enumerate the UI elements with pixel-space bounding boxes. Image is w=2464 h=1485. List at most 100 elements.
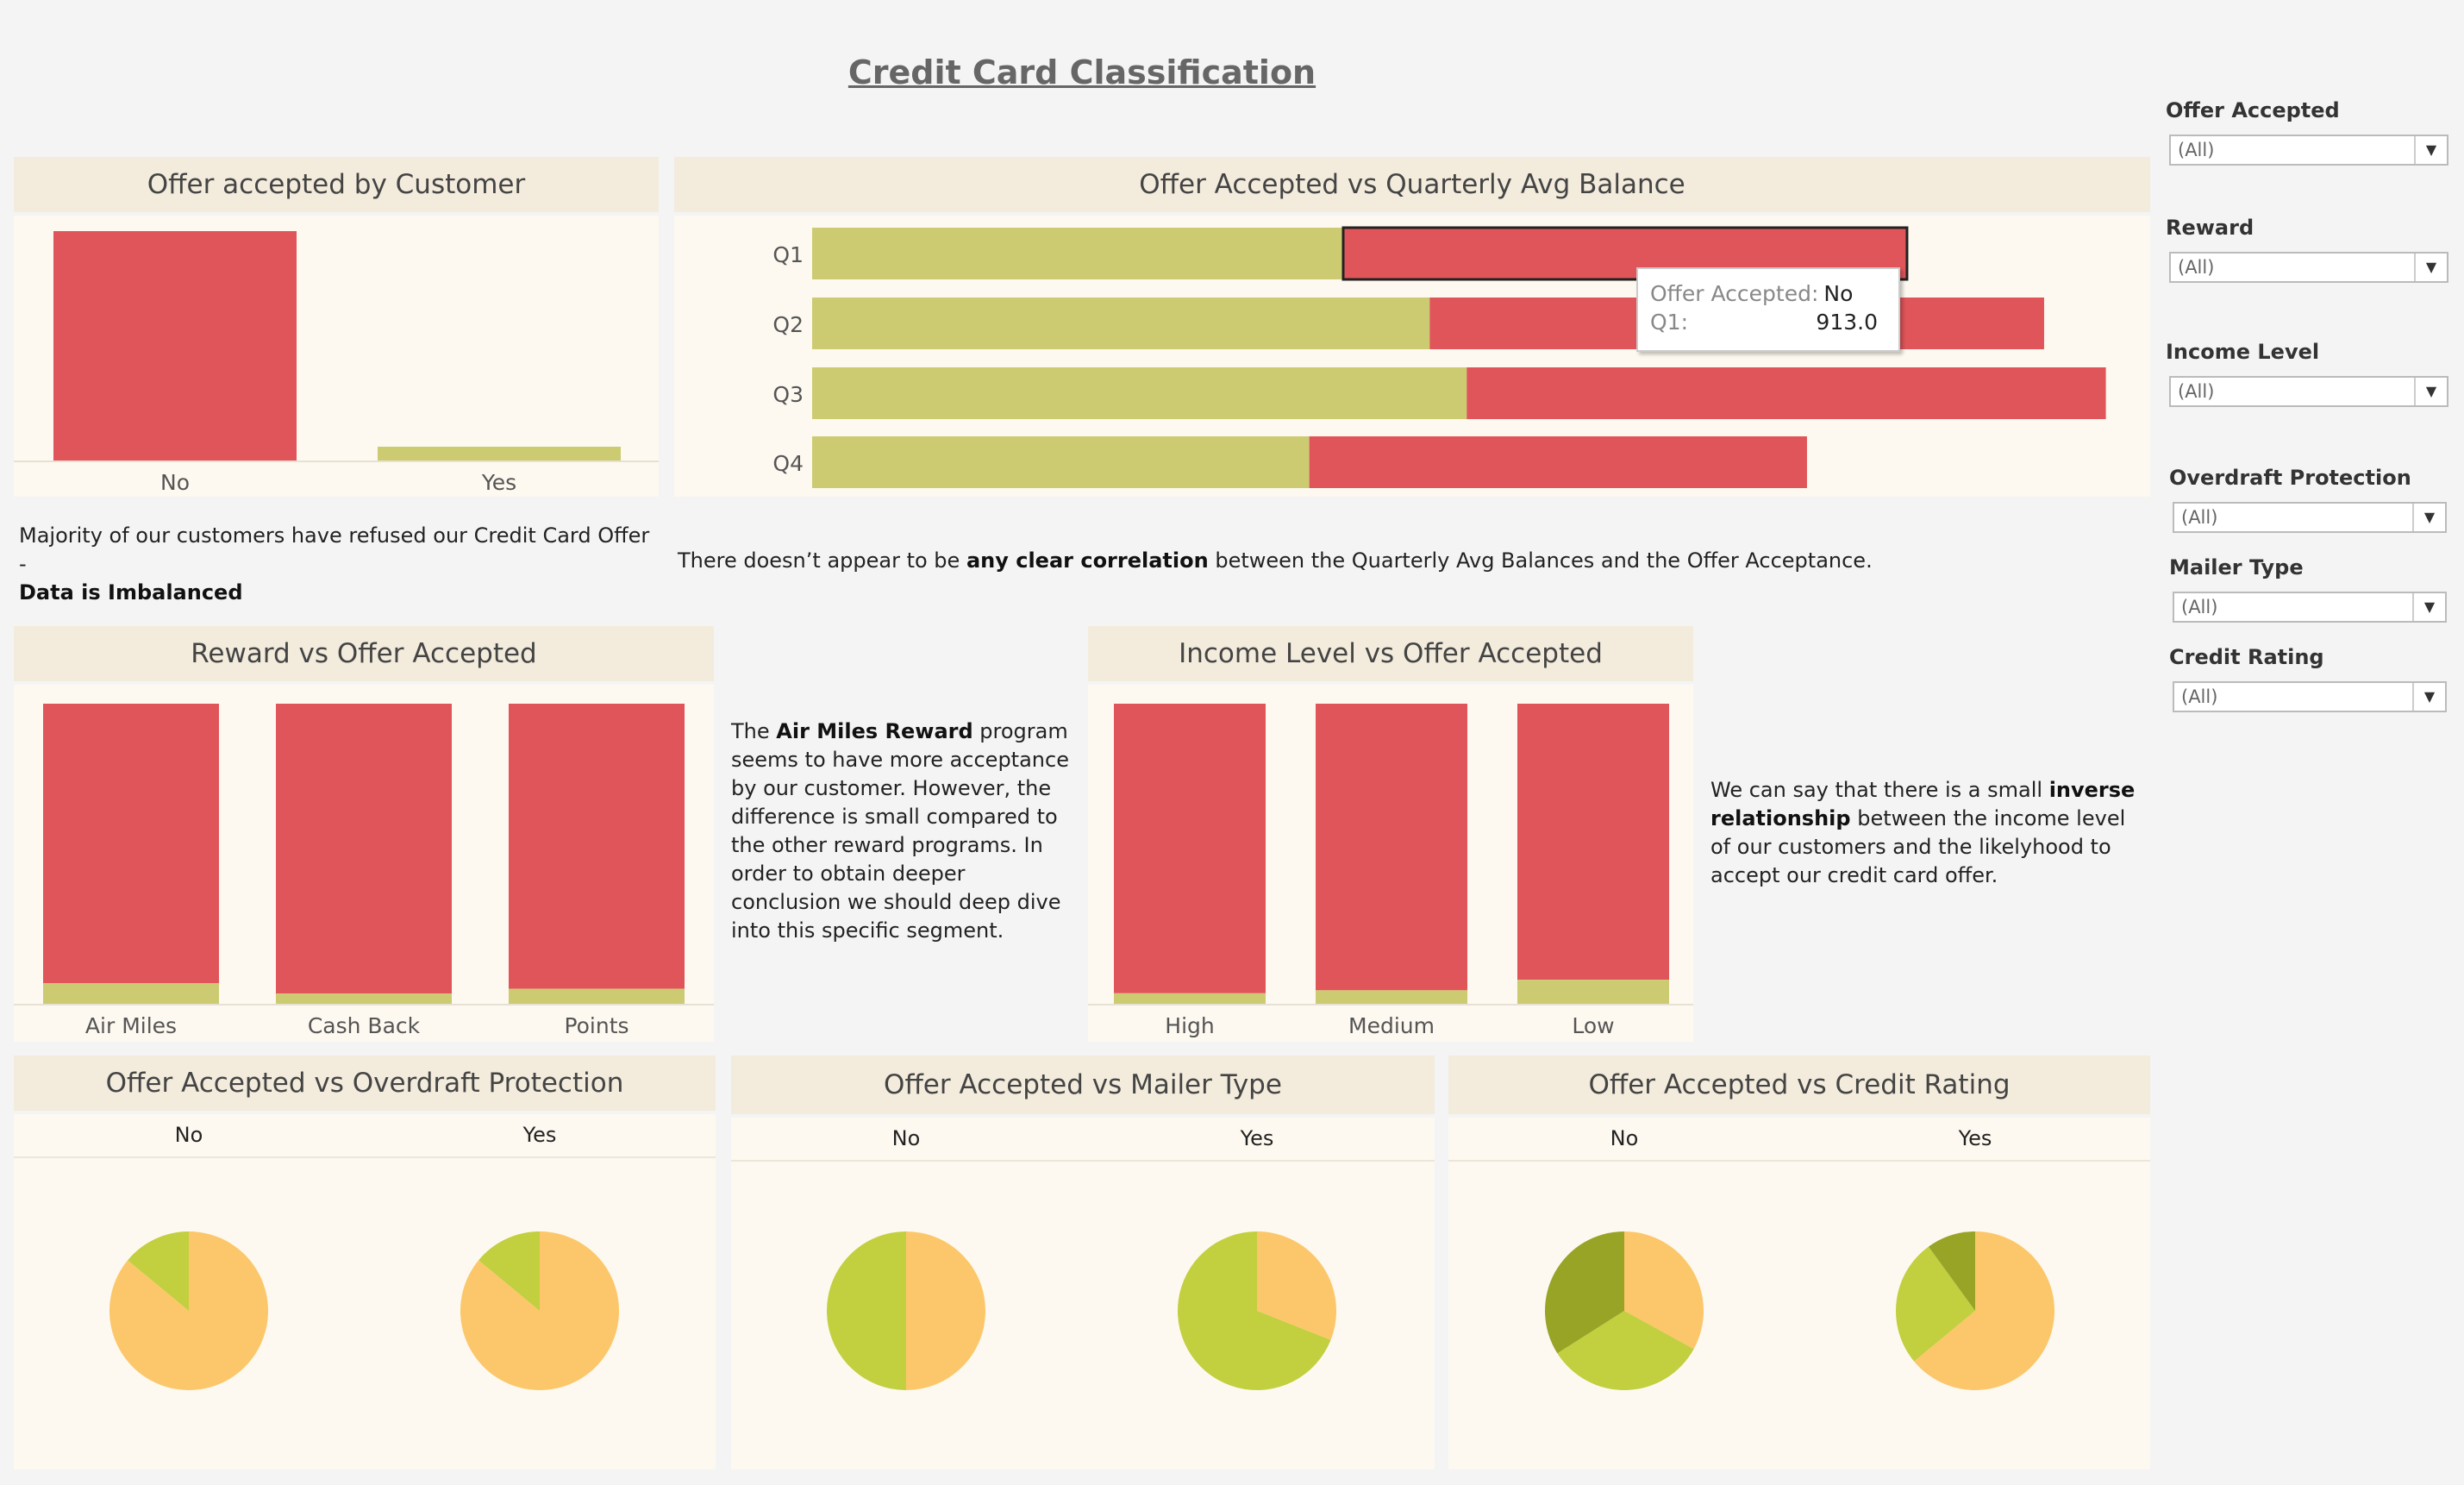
pie-slice-no-1 [128,1231,189,1311]
bar-q2-yes [812,298,1430,349]
bar-q4-yes [812,436,1310,488]
income-chart: High Medium Low [1088,704,1693,1038]
filter-mailer[interactable]: (All) ▼ [2173,592,2447,623]
chevron-down-icon: ▼ [2412,683,2445,711]
pie-slice-yes-2 [1928,1231,1975,1311]
pie-slice-yes-0 [1914,1231,2054,1390]
chart-title-income: Income Level vs Offer Accepted [1088,626,1693,681]
pie-slice-no-2 [1545,1231,1624,1354]
filter-income-level[interactable]: (All) ▼ [2169,376,2448,407]
filter-overdraft[interactable]: (All) ▼ [2173,502,2447,533]
tick-label-q2: Q2 [772,312,804,337]
filter-offer-accepted[interactable]: (All) ▼ [2169,135,2448,166]
tooltip-label-offer: Offer Accepted: [1650,281,1819,306]
tooltip-value-q1: 913.0 [1816,310,1878,335]
chevron-down-icon: ▼ [2414,378,2447,405]
bar-q4-no [1309,436,1807,488]
chart-title-offer-by-customer: Offer accepted by Customer [14,157,659,212]
filter-overdraft-value: (All) [2181,507,2218,528]
tooltip-label-q1: Q1: [1650,310,1689,335]
bar-points-no [509,704,685,989]
bar-low-no [1517,704,1669,981]
bar-no [53,231,297,461]
chart-title-reward: Reward vs Offer Accepted [14,626,714,681]
pie-slice-no-0 [906,1231,985,1390]
note-reward-text-2: program seems to have more acceptance by… [731,719,1069,943]
bar-air-miles-yes [43,982,219,1004]
tick-label-air-miles: Air Miles [85,1013,177,1038]
note-reward-bold: Air Miles Reward [776,719,973,743]
pie-slice-yes-1 [478,1231,540,1311]
tick-label-high: High [1165,1013,1214,1038]
filter-income-level-value: (All) [2178,381,2215,402]
filter-label-credit: Credit Rating [2169,645,2324,669]
chevron-down-icon: ▼ [2414,136,2447,164]
pie-slice-yes-1 [1896,1246,1975,1362]
bar-q3-no [1467,367,2106,419]
bar-high-yes [1114,993,1266,1004]
filter-credit[interactable]: (All) ▼ [2173,681,2447,712]
filter-reward-value: (All) [2178,257,2215,278]
pie-label-no: No [892,1126,921,1150]
chevron-down-icon: ▼ [2412,593,2445,621]
note-income-text-1: We can say that there is a small [1710,778,2049,802]
credit-chart: No Yes [1448,1126,2150,1390]
filter-label-income-level: Income Level [2166,340,2320,364]
note-reward: The Air Miles Reward program seems to ha… [731,717,1076,945]
pie-slice-no-1 [1557,1311,1694,1390]
chart-area-quarterly-balance[interactable]: Q1 Q2 Q3 Q4 [674,216,2150,497]
note-imbalance-text: Majority of our customers have refused o… [19,523,650,576]
bar-medium-yes [1316,990,1467,1004]
tick-label-q3: Q3 [772,382,804,407]
chart-title-overdraft: Offer Accepted vs Overdraft Protection [14,1056,716,1111]
chevron-down-icon: ▼ [2412,504,2445,531]
bar-cash-back-yes [276,993,452,1004]
note-imbalance: Majority of our customers have refused o… [19,522,657,607]
chart-area-overdraft[interactable]: No Yes [14,1114,716,1469]
overdraft-chart: No Yes [14,1123,716,1390]
filter-offer-accepted-value: (All) [2178,140,2215,160]
tick-label-medium: Medium [1348,1013,1435,1038]
pie-label-yes: Yes [522,1123,557,1147]
tick-label-q4: Q4 [772,451,804,476]
chart-area-credit[interactable]: No Yes [1448,1118,2150,1469]
bar-air-miles-no [43,704,219,983]
filter-label-mailer: Mailer Type [2169,555,2304,580]
filter-reward[interactable]: (All) ▼ [2169,252,2448,283]
filter-label-overdraft: Overdraft Protection [2169,466,2411,490]
chevron-down-icon: ▼ [2414,254,2447,281]
bar-points-yes [509,988,685,1004]
note-correlation-bold: any clear correlation [966,548,1209,573]
bar-low-yes [1517,980,1669,1004]
bar-medium-no [1316,704,1467,991]
note-correlation-text-1: There doesn’t appear to be [678,548,966,573]
chart-area-income[interactable]: High Medium Low [1088,685,1693,1042]
bar-q3-yes [812,367,1467,419]
pie-label-yes: Yes [1958,1126,1992,1150]
note-income: We can say that there is a small inverse… [1710,776,2150,890]
note-correlation-text-2: between the Quarterly Avg Balances and t… [1208,548,1873,573]
chart-title-mailer: Offer Accepted vs Mailer Type [731,1056,1435,1114]
dashboard-title: Credit Card Classification [847,53,1316,91]
pie-slice-yes-1 [1178,1231,1331,1390]
quarterly-balance-chart: Q1 Q2 Q3 Q4 [772,226,2106,488]
pie-label-no: No [1610,1126,1639,1150]
chart-area-reward[interactable]: Air Miles Cash Back Points [14,685,714,1042]
bar-q1-yes [812,228,1343,279]
note-reward-text-1: The [731,719,777,743]
pie-slice-no-1 [827,1231,906,1390]
note-imbalance-bold: Data is Imbalanced [19,580,243,605]
pie-label-no: No [175,1123,203,1147]
bar-cash-back-no [276,704,452,994]
offer-by-customer-chart: No Yes [14,231,659,495]
bar-yes [378,446,621,461]
tick-label-cash-back: Cash Back [308,1013,421,1038]
tooltip: Offer Accepted: No Q1: 913.0 [1636,267,1900,352]
pie-slice-no-0 [1624,1231,1704,1350]
pie-slice-yes-0 [1257,1231,1336,1340]
pie-label-yes: Yes [1240,1126,1274,1150]
tick-label-low: Low [1572,1013,1614,1038]
chart-area-offer-by-customer[interactable]: No Yes [14,216,659,497]
chart-area-mailer[interactable]: No Yes [731,1118,1435,1469]
filter-credit-value: (All) [2181,686,2218,707]
